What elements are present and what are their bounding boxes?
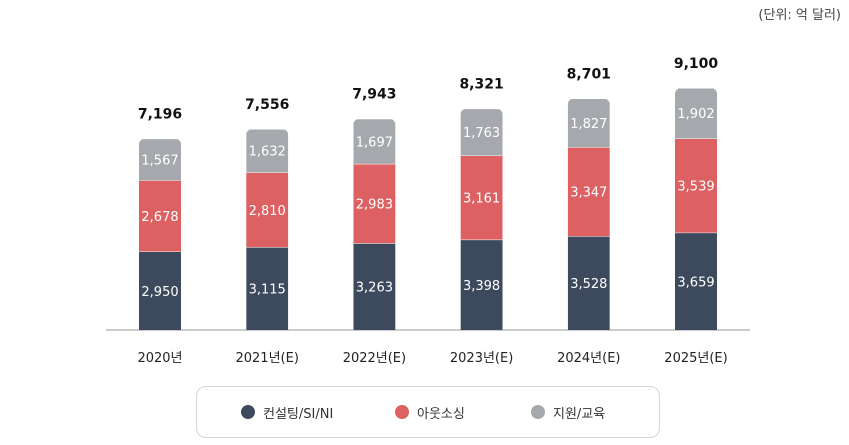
category-tick-label: 2025년(E) [664,351,727,366]
bar-total-label: 7,556 [245,97,289,113]
bar-segment-outsourcing [567,147,610,237]
bar-segment-support [460,108,503,156]
category-tick-label: 2021년(E) [235,351,298,366]
category-tick-label: 2020년 [137,351,182,366]
segment-label-support: 1,902 [677,107,714,122]
segment-label-support: 1,567 [141,153,178,168]
bar-segment-consulting [139,251,181,330]
segment-label-consulting: 3,263 [356,281,393,296]
legend: 컨설팅/SI/NI 아웃소싱 지원/교육 [196,386,660,438]
segment-label-support: 1,697 [356,135,393,150]
bar-segment-consulting [246,247,289,330]
segment-label-consulting: 3,528 [570,277,607,292]
bar-segment-consulting [675,232,717,330]
bar-segment-outsourcing [460,155,503,240]
segment-label-outsourcing: 2,678 [141,210,178,225]
legend-swatch-outsourcing [395,405,409,419]
bar-segment-outsourcing [139,180,181,252]
unit-label: (단위: 억 달러) [758,8,841,23]
bar-segment-support [246,128,289,173]
bar-segment-consulting [353,243,396,330]
segment-label-support: 1,827 [570,117,607,132]
bar-total-label: 9,100 [674,56,719,72]
bar-segment-consulting [567,236,610,330]
legend-swatch-support [531,405,545,419]
legend-item-outsourcing: 아웃소싱 [395,387,465,437]
legend-label-consulting: 컨설팅/SI/NI [263,406,334,422]
category-tick-label: 2023년(E) [450,351,513,366]
segment-label-support: 1,763 [463,126,500,141]
bar-segment-consulting [460,239,503,330]
segment-label-consulting: 3,115 [249,283,286,298]
bar-segment-support [567,98,610,148]
bar-total-label: 7,943 [352,87,396,103]
bar-segment-outsourcing [353,163,396,244]
segment-label-consulting: 3,398 [463,279,500,294]
segment-label-outsourcing: 3,539 [677,180,714,195]
bar-total-label: 8,321 [459,77,503,93]
legend-label-support: 지원/교육 [553,406,606,422]
bar-segment-outsourcing [246,172,289,248]
segment-label-outsourcing: 2,983 [356,198,393,213]
legend-label-outsourcing: 아웃소싱 [417,406,465,422]
segment-label-consulting: 2,950 [141,285,178,300]
category-tick-label: 2022년(E) [343,351,406,366]
segment-label-consulting: 3,659 [677,275,714,290]
segment-label-outsourcing: 2,810 [249,204,286,219]
category-tick-label: 2024년(E) [557,351,620,366]
bar-segment-support [139,138,181,181]
bar-segment-outsourcing [675,138,717,233]
legend-item-consulting: 컨설팅/SI/NI [241,387,333,437]
legend-swatch-consulting [241,405,255,419]
bar-segment-support [353,118,396,164]
segment-label-outsourcing: 3,347 [570,186,607,201]
bar-total-label: 8,701 [567,67,611,83]
bar-segment-support [675,87,717,139]
segment-label-support: 1,632 [249,145,286,160]
legend-item-support: 지원/교육 [531,387,605,437]
segment-label-outsourcing: 3,161 [463,192,500,207]
bar-total-label: 7,196 [138,107,182,123]
